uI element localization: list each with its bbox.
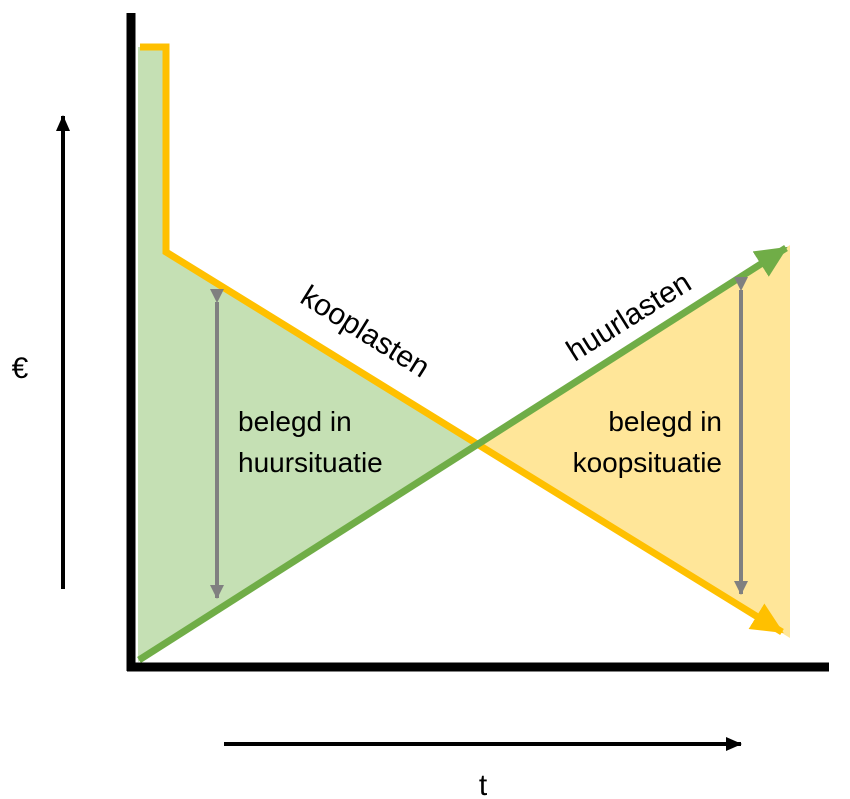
koopsituatie-invested-area [478,245,790,638]
x-axis-label: t [479,769,488,799]
kooplasten-line [140,43,784,635]
belegd-huursituatie-line2: huursituatie [238,447,383,478]
belegd-koopsituatie-line2: koopsituatie [573,447,722,478]
huurlasten-line [137,245,788,663]
belegd-koopsituatie-line1: belegd in [608,406,722,437]
belegd-huursituatie-line1: belegd in [238,406,352,437]
y-axis-label: € [12,352,29,385]
